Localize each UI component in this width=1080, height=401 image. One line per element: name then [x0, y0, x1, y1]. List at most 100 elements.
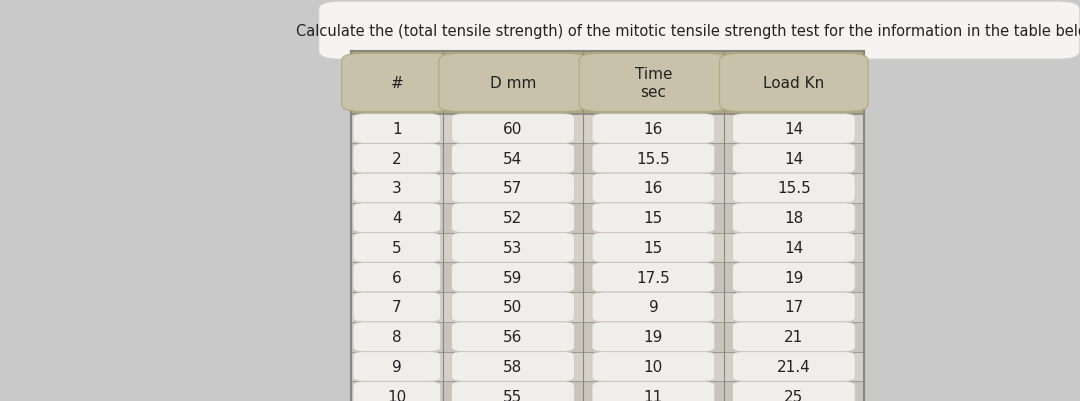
- Text: 60: 60: [503, 122, 523, 137]
- Bar: [351, 381, 864, 401]
- FancyBboxPatch shape: [592, 381, 715, 401]
- Text: 15.5: 15.5: [636, 151, 671, 166]
- Text: 14: 14: [784, 240, 804, 255]
- FancyBboxPatch shape: [319, 2, 1080, 60]
- FancyBboxPatch shape: [451, 352, 575, 381]
- FancyBboxPatch shape: [451, 203, 575, 233]
- FancyBboxPatch shape: [592, 144, 715, 174]
- FancyBboxPatch shape: [353, 263, 441, 292]
- Text: 21.4: 21.4: [777, 359, 811, 374]
- FancyBboxPatch shape: [353, 174, 441, 203]
- FancyBboxPatch shape: [353, 203, 441, 233]
- Text: D mm: D mm: [490, 76, 536, 91]
- Text: 15: 15: [644, 211, 663, 226]
- Text: 55: 55: [503, 389, 523, 401]
- FancyBboxPatch shape: [592, 203, 715, 233]
- FancyBboxPatch shape: [353, 114, 441, 144]
- FancyBboxPatch shape: [732, 114, 855, 144]
- FancyBboxPatch shape: [592, 352, 715, 381]
- Bar: [351, 174, 864, 203]
- Text: Calculate the (total tensile strength) of the mitotic tensile strength test for : Calculate the (total tensile strength) o…: [296, 24, 1080, 38]
- FancyBboxPatch shape: [353, 144, 441, 174]
- FancyBboxPatch shape: [451, 292, 575, 322]
- FancyBboxPatch shape: [451, 233, 575, 263]
- Text: 10: 10: [644, 359, 663, 374]
- Text: 7: 7: [392, 300, 402, 315]
- Text: 3: 3: [392, 181, 402, 196]
- Text: 18: 18: [784, 211, 804, 226]
- FancyBboxPatch shape: [451, 174, 575, 203]
- FancyBboxPatch shape: [732, 263, 855, 292]
- FancyBboxPatch shape: [451, 144, 575, 174]
- Text: 58: 58: [503, 359, 523, 374]
- Text: #: #: [391, 76, 403, 91]
- Text: 11: 11: [644, 389, 663, 401]
- Text: 53: 53: [503, 240, 523, 255]
- FancyBboxPatch shape: [353, 352, 441, 381]
- Text: 25: 25: [784, 389, 804, 401]
- FancyBboxPatch shape: [732, 174, 855, 203]
- Text: 52: 52: [503, 211, 523, 226]
- Text: 8: 8: [392, 329, 402, 344]
- Bar: [351, 144, 864, 174]
- Text: 15: 15: [644, 240, 663, 255]
- FancyBboxPatch shape: [451, 381, 575, 401]
- FancyBboxPatch shape: [341, 54, 453, 112]
- Bar: [351, 263, 864, 292]
- FancyBboxPatch shape: [732, 352, 855, 381]
- Text: 1: 1: [392, 122, 402, 137]
- Text: 19: 19: [644, 329, 663, 344]
- Text: 2: 2: [392, 151, 402, 166]
- Bar: [351, 292, 864, 322]
- Text: Time
sec: Time sec: [635, 67, 672, 99]
- Text: 4: 4: [392, 211, 402, 226]
- FancyBboxPatch shape: [732, 203, 855, 233]
- Bar: [351, 114, 864, 144]
- Text: 56: 56: [503, 329, 523, 344]
- FancyBboxPatch shape: [592, 233, 715, 263]
- Bar: [351, 203, 864, 233]
- FancyBboxPatch shape: [592, 322, 715, 352]
- FancyBboxPatch shape: [451, 114, 575, 144]
- Text: Load Kn: Load Kn: [764, 76, 824, 91]
- Text: 54: 54: [503, 151, 523, 166]
- FancyBboxPatch shape: [732, 233, 855, 263]
- Text: 14: 14: [784, 122, 804, 137]
- FancyBboxPatch shape: [732, 322, 855, 352]
- Bar: [351, 322, 864, 352]
- Text: 17.5: 17.5: [636, 270, 671, 285]
- Bar: [351, 352, 864, 381]
- FancyBboxPatch shape: [353, 322, 441, 352]
- FancyBboxPatch shape: [592, 174, 715, 203]
- FancyBboxPatch shape: [579, 54, 728, 112]
- FancyBboxPatch shape: [353, 381, 441, 401]
- Text: 10: 10: [388, 389, 406, 401]
- FancyBboxPatch shape: [438, 54, 588, 112]
- Text: 17: 17: [784, 300, 804, 315]
- FancyBboxPatch shape: [592, 114, 715, 144]
- Text: 9: 9: [648, 300, 659, 315]
- FancyBboxPatch shape: [592, 263, 715, 292]
- Text: 6: 6: [392, 270, 402, 285]
- Text: 16: 16: [644, 122, 663, 137]
- Bar: [351, 233, 864, 263]
- Text: 21: 21: [784, 329, 804, 344]
- FancyBboxPatch shape: [732, 292, 855, 322]
- Text: 50: 50: [503, 300, 523, 315]
- Text: 14: 14: [784, 151, 804, 166]
- Text: 59: 59: [503, 270, 523, 285]
- FancyBboxPatch shape: [451, 322, 575, 352]
- Text: 15.5: 15.5: [777, 181, 811, 196]
- Text: 19: 19: [784, 270, 804, 285]
- FancyBboxPatch shape: [732, 144, 855, 174]
- Text: 16: 16: [644, 181, 663, 196]
- Text: 5: 5: [392, 240, 402, 255]
- FancyBboxPatch shape: [353, 233, 441, 263]
- Text: 57: 57: [503, 181, 523, 196]
- FancyBboxPatch shape: [592, 292, 715, 322]
- FancyBboxPatch shape: [732, 381, 855, 401]
- FancyBboxPatch shape: [451, 263, 575, 292]
- Bar: [351, 52, 864, 401]
- FancyBboxPatch shape: [353, 292, 441, 322]
- Text: 9: 9: [392, 359, 402, 374]
